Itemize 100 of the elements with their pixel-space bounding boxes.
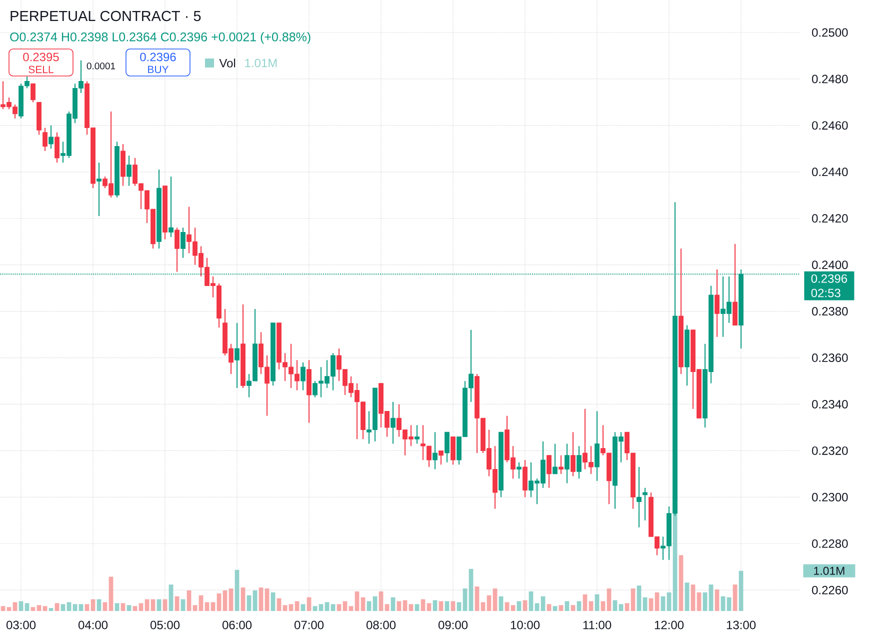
bar	[570, 605, 576, 611]
bar	[108, 576, 114, 611]
bar	[396, 601, 402, 611]
bar	[438, 601, 444, 611]
bar	[684, 582, 690, 611]
bar	[702, 592, 708, 611]
bar	[228, 588, 234, 611]
bar	[582, 594, 588, 611]
x-tick-label: 10:00	[510, 620, 540, 630]
bar	[216, 593, 222, 611]
candlestick	[390, 401, 396, 444]
candlestick	[444, 432, 450, 463]
bar	[540, 596, 546, 611]
y-tick-label: 0.2360	[812, 354, 848, 362]
x-tick-label: 06:00	[222, 620, 252, 630]
bar	[618, 604, 624, 611]
candlestick	[594, 410, 600, 482]
bar	[30, 607, 36, 611]
annotation: 0.2396	[140, 52, 176, 62]
x-tick-label: 11:00	[583, 620, 612, 630]
bar	[714, 589, 720, 611]
bar	[390, 597, 396, 611]
bar	[198, 595, 204, 611]
bar	[0, 606, 6, 611]
bar	[258, 587, 264, 611]
candlestick	[432, 432, 438, 470]
bar	[210, 602, 216, 611]
y-tick-label: 0.2320	[812, 446, 848, 455]
x-tick-label: 13:00	[726, 620, 756, 630]
bar	[48, 608, 54, 611]
text: O0.2374 H0.2398 L0.2364 C0.2396 +0.0021 (+0.88%)	[10, 32, 310, 44]
bar	[660, 596, 666, 611]
candlestick	[516, 462, 522, 480]
y-tick-label: 0.2260	[812, 586, 848, 594]
bar	[612, 600, 618, 611]
annotation: 0.2395	[23, 52, 59, 62]
candlestick	[546, 454, 552, 488]
bar	[330, 604, 336, 611]
bar	[312, 606, 318, 611]
bar	[444, 601, 450, 611]
y-tick-label: 0.2480	[812, 74, 848, 84]
bar	[468, 568, 474, 611]
bar	[96, 599, 102, 611]
x-tick-label: 04:00	[78, 620, 108, 630]
bar	[372, 596, 378, 611]
y-tick-label: 0.2380	[812, 307, 848, 316]
bar	[432, 600, 438, 611]
bar	[264, 588, 270, 611]
ref-line-label: 0.2396	[811, 274, 848, 283]
bar	[606, 588, 612, 611]
bar	[426, 603, 432, 611]
bar	[552, 606, 558, 611]
y-tick-label: 0.2500	[812, 28, 848, 37]
bar	[132, 606, 138, 611]
bar	[36, 605, 42, 611]
candlestick	[636, 466, 642, 528]
bar	[324, 602, 330, 611]
candlestick	[96, 162, 102, 217]
bar	[558, 605, 564, 611]
candlestick	[174, 227, 180, 272]
bar	[120, 603, 126, 611]
bar	[300, 604, 306, 611]
legend-label: Vol	[219, 58, 236, 68]
bar	[204, 602, 210, 611]
bar	[66, 602, 72, 611]
annotation: SELL	[28, 66, 54, 74]
bar	[492, 588, 498, 611]
x-tick-label: 05:00	[150, 620, 180, 630]
bar	[504, 602, 510, 611]
bar	[576, 601, 582, 611]
candlestick	[300, 362, 306, 391]
bar	[150, 599, 156, 611]
bar	[252, 590, 258, 611]
annotation: BUY	[148, 66, 169, 74]
y-tick-label: 0.2400	[812, 260, 848, 270]
bar	[138, 603, 144, 611]
annotation: 0.0001	[86, 62, 116, 70]
bar	[282, 605, 288, 611]
y-tick-label: 0.2280	[812, 539, 848, 548]
bar	[24, 603, 30, 611]
candlestick	[126, 155, 132, 186]
y-tick-label: 0.2440	[812, 168, 848, 176]
bar	[510, 605, 516, 611]
bar	[414, 604, 420, 611]
bar	[456, 602, 462, 611]
bar	[384, 604, 390, 611]
candlestick	[450, 436, 456, 466]
bar	[690, 584, 696, 611]
bar	[102, 602, 108, 611]
bar	[474, 586, 480, 611]
candlestick	[48, 124, 54, 150]
bar	[624, 603, 630, 611]
bar	[402, 600, 408, 611]
bar	[288, 604, 294, 611]
bar	[516, 601, 522, 611]
annotation: 1.01M	[245, 58, 277, 68]
bar	[630, 588, 636, 611]
bar	[366, 601, 372, 611]
bar	[168, 584, 174, 611]
candlestick	[180, 227, 186, 258]
